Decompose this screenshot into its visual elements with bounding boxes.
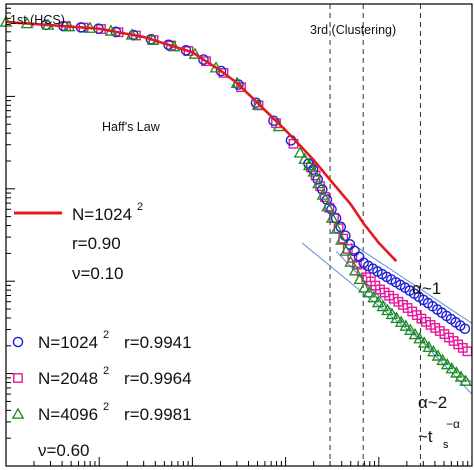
triangle-marker — [358, 281, 371, 293]
square-marker — [13, 373, 23, 383]
triangle-marker — [293, 146, 307, 158]
triangle-marker — [298, 152, 311, 164]
triangle-marker — [330, 222, 344, 234]
legend-markers-nu: ν=0.60 — [38, 441, 90, 460]
label-scaling-law: ~t s −α — [418, 417, 460, 451]
circle-marker — [12, 336, 24, 348]
circle-marker — [215, 65, 227, 77]
circle-marker — [330, 212, 342, 224]
legend-circle-label: N=1024 — [38, 333, 98, 352]
legend-square-label: N=2048 — [38, 369, 98, 388]
label-first-regime: 1st (HCS) — [10, 13, 65, 27]
triangle-marker — [312, 176, 325, 189]
triangle-marker — [450, 366, 463, 378]
legend-line-r: r=0.90 — [72, 234, 121, 253]
triangle-marker — [422, 340, 436, 353]
axis-ticks — [5, 3, 473, 467]
circle-marker — [180, 44, 192, 56]
triangle-marker — [371, 295, 385, 308]
circle-marker — [163, 39, 174, 51]
legend-markers: N=1024 2 r=0.9941 N=2048 2 r=0.9964 N=40… — [11, 329, 192, 460]
legend-square-r: r=0.9964 — [124, 369, 192, 388]
triangle-marker — [408, 327, 422, 340]
circle-marker — [198, 54, 209, 65]
triangle-marker — [367, 290, 380, 303]
label-slope-1: α~1 — [412, 279, 441, 298]
series-line — [5, 20, 398, 263]
triangle-marker — [427, 345, 440, 357]
legend-line-nu: ν=0.10 — [72, 264, 124, 283]
triangle-marker — [348, 264, 362, 276]
triangle-marker — [339, 244, 353, 256]
scaling-sub: s — [443, 439, 449, 451]
slope-guide-line — [350, 242, 473, 324]
triangle-marker — [302, 158, 316, 171]
label-haff-law: Haff's Law — [102, 120, 161, 134]
triangle-marker — [321, 200, 334, 212]
circle-marker — [268, 115, 279, 127]
label-slope-2: α~2 — [418, 393, 447, 412]
triangle-marker — [440, 357, 454, 370]
label-third-regime: 3rd (Clustering) — [310, 23, 396, 37]
triangle-marker — [353, 272, 367, 285]
series-triangle — [0, 15, 472, 386]
legend-line: N=1024 2 r=0.90 ν=0.10 — [14, 201, 143, 283]
square-marker — [218, 68, 229, 78]
scaling-prefix: ~t — [418, 427, 433, 446]
circle-marker — [459, 323, 471, 335]
legend-line-sup: 2 — [137, 201, 143, 213]
scaling-sup: −α — [446, 417, 460, 431]
triangle-marker — [417, 336, 431, 348]
plot-frame — [5, 3, 473, 467]
legend-line-label: N=1024 — [72, 205, 132, 224]
legend-triangle-r: r=0.9981 — [124, 405, 192, 424]
triangle-marker — [394, 315, 408, 327]
triangle-marker — [362, 286, 376, 298]
slope-guide-line — [301, 242, 473, 383]
triangle-marker — [381, 303, 394, 316]
triangle-marker — [459, 374, 472, 386]
series-circle — [40, 19, 471, 335]
triangle-marker — [11, 407, 25, 419]
triangle-marker — [404, 323, 417, 335]
legend-circle-r: r=0.9941 — [124, 333, 192, 352]
data-series — [0, 15, 473, 386]
triangle-marker — [445, 362, 459, 374]
triangle-marker — [413, 332, 426, 344]
triangle-marker — [325, 211, 339, 223]
triangle-marker — [335, 233, 348, 245]
triangle-marker — [436, 353, 449, 366]
triangle-marker — [376, 299, 390, 312]
legend-triangle-label: N=4096 — [38, 405, 98, 424]
legend-triangle-sup: 2 — [103, 401, 109, 413]
triangle-marker — [431, 349, 445, 361]
square-marker — [201, 56, 211, 67]
triangle-marker — [454, 370, 468, 382]
regime-boundaries — [329, 4, 421, 466]
triangle-marker — [344, 255, 357, 267]
triangle-marker — [390, 311, 403, 324]
triangle-marker — [399, 319, 413, 331]
triangle-marker — [316, 188, 330, 200]
circle-marker — [250, 97, 262, 109]
series-square — [61, 21, 473, 357]
legend-symbols — [11, 336, 25, 419]
legend-square-sup: 2 — [103, 365, 109, 377]
triangle-marker — [385, 307, 399, 320]
legend-circle-sup: 2 — [103, 329, 109, 341]
triangle-marker — [307, 165, 321, 177]
